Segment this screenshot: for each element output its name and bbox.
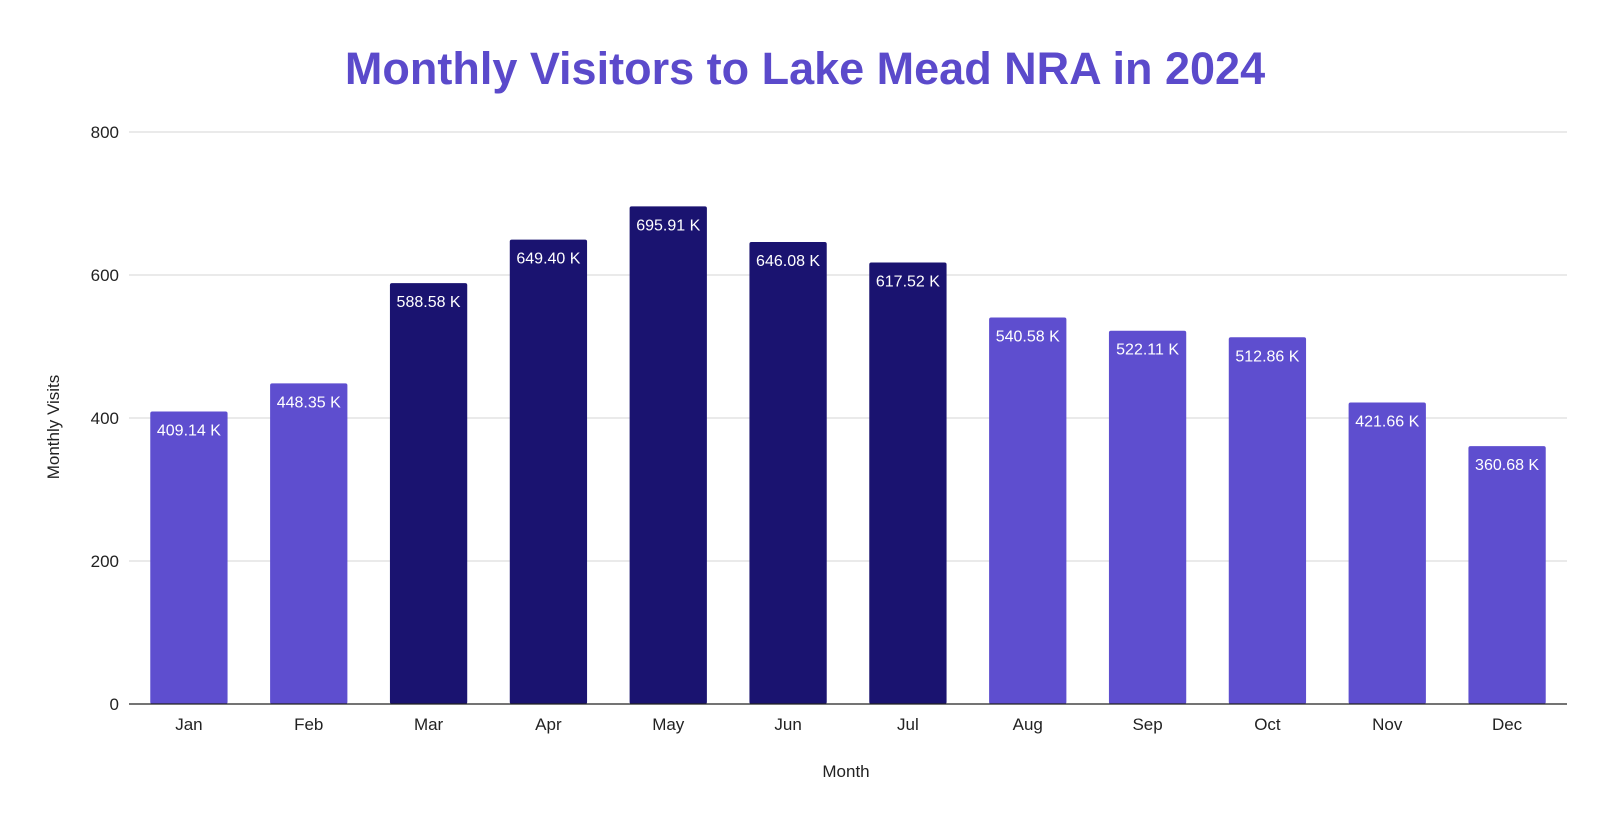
x-tick-label: Mar: [414, 715, 444, 734]
bar-may: [629, 206, 707, 704]
bar-aug: [989, 317, 1067, 704]
bar-value-label: 448.35 K: [277, 394, 341, 411]
x-tick-label: Nov: [1372, 715, 1403, 734]
bar-nov: [1348, 402, 1426, 704]
y-tick-label: 600: [91, 266, 119, 285]
x-tick-label: Feb: [294, 715, 323, 734]
y-tick-label: 400: [91, 409, 119, 428]
bar-value-label: 540.58 K: [996, 328, 1060, 345]
y-tick-label: 200: [91, 552, 119, 571]
bar-oct: [1228, 337, 1307, 704]
x-tick-label: Jan: [175, 715, 202, 734]
x-tick-label: Dec: [1492, 715, 1523, 734]
bar-jul: [869, 262, 947, 704]
bar-value-label: 512.86 K: [1235, 348, 1299, 365]
bars: [150, 206, 1546, 704]
bar-value-label: 421.66 K: [1355, 414, 1419, 431]
bar-value-label: 360.68 K: [1475, 457, 1539, 474]
x-tick-label: Sep: [1132, 715, 1162, 734]
x-axis-label: Month: [822, 762, 869, 781]
bar-data-labels: 409.14 K 448.35 K 588.58 K 649.40 K 695.91 K…: [157, 217, 1540, 474]
bar-value-label: 617.52 K: [876, 273, 940, 290]
x-tick-label: Jun: [774, 715, 801, 734]
x-tick-label: Aug: [1013, 715, 1043, 734]
bar-value-label: 646.08 K: [756, 253, 820, 270]
y-axis-label: Monthly Visits: [44, 375, 63, 480]
gridlines: [129, 131, 1567, 562]
bar-feb: [270, 383, 348, 704]
bar-dec: [1468, 446, 1546, 704]
x-tick-label: Apr: [535, 715, 562, 734]
bar-value-label: 522.11 K: [1116, 342, 1179, 359]
y-tick-label: 800: [91, 123, 119, 142]
bar-jan: [150, 411, 228, 704]
bar-value-label: 695.91 K: [636, 217, 700, 234]
bar-value-label: 588.58 K: [397, 294, 461, 311]
x-tick-label: Jul: [897, 715, 919, 734]
y-axis-ticks: 0 200 400 600 800: [91, 123, 119, 714]
bar-jun: [749, 242, 827, 704]
bar-apr: [509, 239, 588, 704]
bar-sep: [1108, 330, 1187, 704]
bar-mar: [389, 283, 468, 704]
x-axis-ticks: Jan Feb Mar Apr May Jun Jul Aug Sep Oct Nov Dec: [175, 715, 1522, 734]
bar-value-label: 649.40 K: [516, 251, 580, 268]
chart-title: Monthly Visitors to Lake Mead NRA in 202…: [345, 43, 1265, 94]
bar-value-label: 409.14 K: [157, 422, 221, 439]
y-tick-label: 0: [110, 695, 119, 714]
x-tick-label: May: [652, 715, 685, 734]
x-tick-label: Oct: [1254, 715, 1281, 734]
